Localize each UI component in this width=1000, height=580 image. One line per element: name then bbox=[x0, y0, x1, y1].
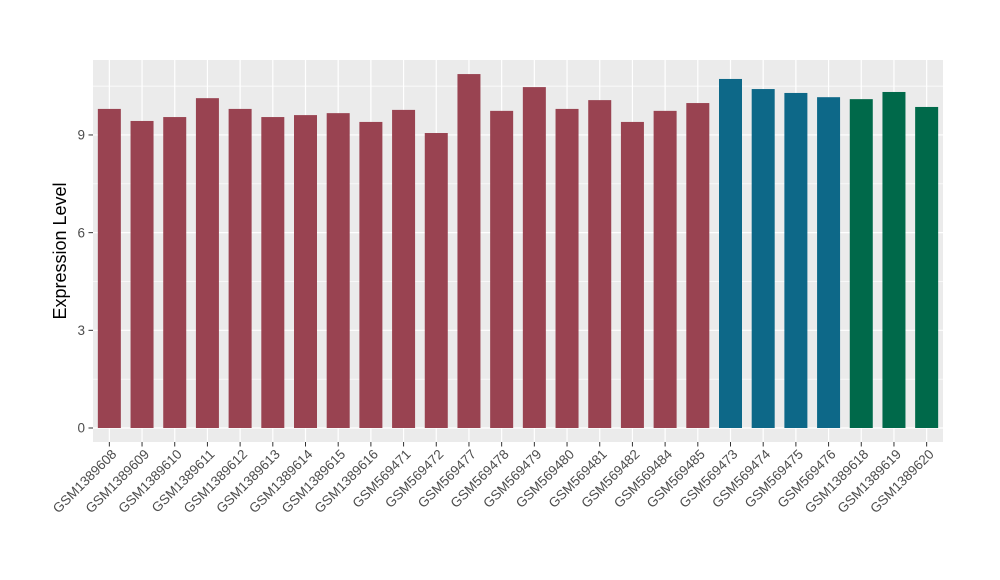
bar-GSM1389620 bbox=[915, 106, 939, 428]
bar-GSM1389608 bbox=[97, 108, 121, 429]
bar-GSM1389614 bbox=[294, 115, 317, 429]
bar-GSM1389611 bbox=[195, 98, 219, 428]
bar-GSM569476 bbox=[817, 97, 841, 428]
bar-GSM569471 bbox=[392, 109, 416, 429]
bar-GSM569477 bbox=[457, 74, 481, 428]
bar-GSM569472 bbox=[424, 133, 448, 428]
bar-GSM1389613 bbox=[261, 117, 285, 428]
bar-GSM1389609 bbox=[130, 120, 154, 428]
bar-GSM569479 bbox=[522, 87, 546, 428]
y-axis-title: Expression Level bbox=[50, 182, 70, 319]
bar-GSM569478 bbox=[490, 110, 514, 428]
bar-GSM569473 bbox=[719, 78, 742, 429]
bar-GSM569475 bbox=[784, 92, 808, 428]
y-tick-label: 3 bbox=[77, 323, 85, 338]
bars bbox=[97, 74, 939, 429]
y-tick-label: 0 bbox=[77, 421, 85, 436]
y-tick-label: 6 bbox=[77, 225, 85, 240]
bar-GSM569485 bbox=[686, 103, 710, 428]
bar-GSM1389616 bbox=[359, 121, 383, 428]
bar-GSM569480 bbox=[555, 108, 579, 429]
bar-GSM1389615 bbox=[326, 113, 350, 428]
plot-panel bbox=[93, 60, 943, 442]
bar-GSM569474 bbox=[751, 89, 775, 428]
bar-GSM569482 bbox=[620, 121, 644, 428]
bar-GSM1389612 bbox=[228, 108, 252, 429]
panel-background bbox=[93, 60, 943, 442]
y-tick-label: 9 bbox=[77, 128, 85, 143]
bar-GSM1389619 bbox=[882, 91, 906, 428]
bar-GSM569481 bbox=[588, 100, 612, 429]
bar-GSM1389618 bbox=[849, 99, 873, 429]
bar-GSM1389610 bbox=[163, 117, 187, 428]
bar-GSM569484 bbox=[653, 110, 677, 428]
